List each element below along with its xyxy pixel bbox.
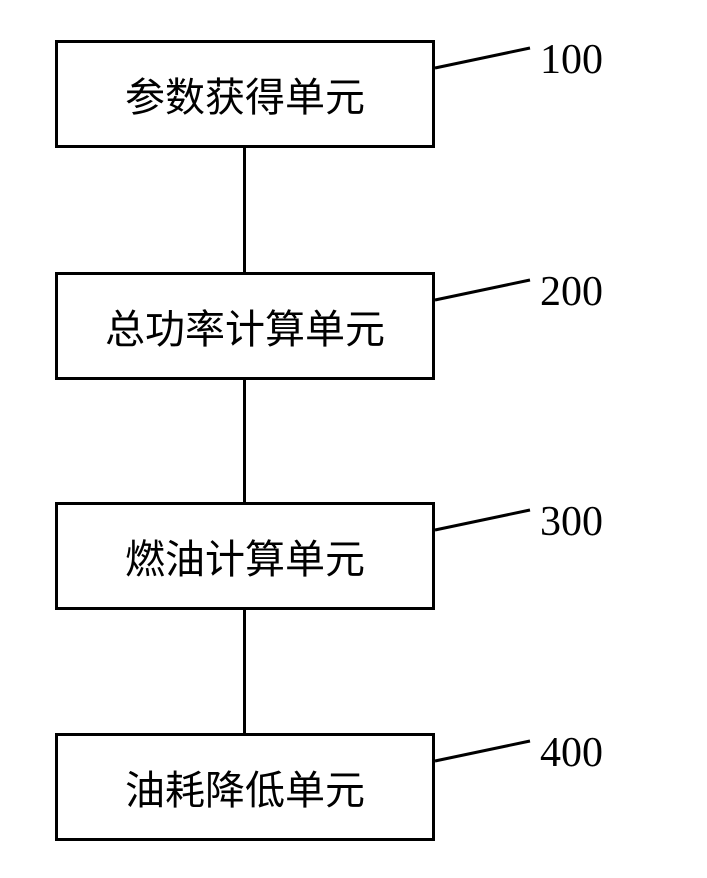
flow-node: 参数获得单元 bbox=[55, 40, 435, 148]
flowchart-canvas: 参数获得单元 100 总功率计算单元 200 燃油计算单元 300 油耗降低单元 400 bbox=[0, 0, 707, 878]
flow-node: 燃油计算单元 bbox=[55, 502, 435, 610]
flow-edge bbox=[243, 610, 246, 733]
flow-edge bbox=[243, 148, 246, 272]
flow-node: 总功率计算单元 bbox=[55, 272, 435, 380]
node-ref-label: 100 bbox=[540, 36, 603, 84]
node-ref-label: 400 bbox=[540, 729, 603, 777]
flow-node: 油耗降低单元 bbox=[55, 733, 435, 841]
node-ref-label: 300 bbox=[540, 498, 603, 546]
flow-edge bbox=[243, 380, 246, 502]
node-ref-label: 200 bbox=[540, 268, 603, 316]
